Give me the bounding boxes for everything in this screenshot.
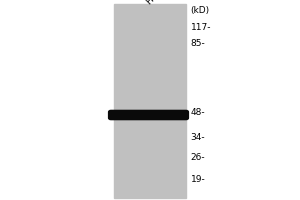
Text: 48-: 48-	[190, 108, 205, 117]
Text: 26-: 26-	[190, 154, 205, 162]
Text: (kD): (kD)	[190, 6, 210, 16]
Text: 117-: 117-	[190, 22, 211, 31]
FancyBboxPatch shape	[109, 110, 188, 120]
Text: HT-29: HT-29	[144, 0, 169, 6]
Text: 34-: 34-	[190, 133, 205, 142]
Text: 19-: 19-	[190, 176, 205, 184]
Bar	[114, 4, 186, 198]
Text: 85-: 85-	[190, 38, 205, 47]
